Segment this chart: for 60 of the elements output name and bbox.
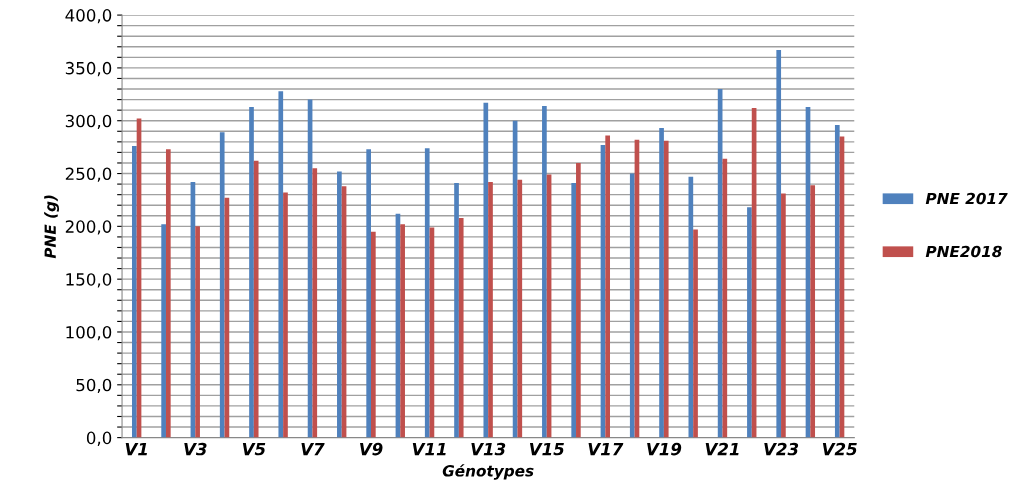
legend-label: PNE2018 bbox=[925, 245, 1002, 258]
x-axis-title: Génotypes bbox=[442, 464, 534, 480]
bar bbox=[663, 140, 669, 438]
x-tick-label: V11 bbox=[412, 442, 446, 456]
bar bbox=[161, 224, 166, 438]
bar bbox=[834, 124, 840, 438]
bar bbox=[722, 158, 728, 438]
y-tick-label: 50,0 bbox=[76, 378, 112, 394]
legend-label: PNE 2017 bbox=[925, 192, 1008, 205]
bar bbox=[483, 102, 489, 438]
bar bbox=[810, 185, 816, 438]
bar bbox=[424, 148, 430, 438]
bar bbox=[747, 207, 752, 438]
bar bbox=[253, 160, 259, 438]
bar bbox=[366, 149, 371, 438]
x-tick-label: V25 bbox=[822, 442, 857, 456]
y-tick-label: 100,0 bbox=[66, 325, 112, 341]
x-tick-label: V5 bbox=[242, 442, 266, 456]
x-tick-label: V15 bbox=[529, 442, 564, 456]
bar bbox=[132, 146, 137, 438]
bar bbox=[629, 173, 635, 438]
y-tick-label: 150,0 bbox=[66, 273, 112, 288]
bar bbox=[371, 231, 376, 438]
bar bbox=[659, 128, 664, 438]
bar bbox=[458, 217, 464, 438]
x-tick-label: V7 bbox=[301, 442, 325, 456]
x-tick-label: V13 bbox=[471, 442, 506, 456]
bar bbox=[454, 183, 459, 438]
x-tick-label: V23 bbox=[764, 442, 799, 456]
bar bbox=[195, 226, 200, 438]
x-tick-label: V9 bbox=[360, 442, 383, 456]
bar bbox=[693, 229, 698, 438]
bar bbox=[165, 149, 171, 438]
bar bbox=[312, 168, 318, 438]
x-tick-label: V21 bbox=[705, 442, 739, 456]
bar bbox=[776, 49, 782, 438]
x-tick-label: V19 bbox=[647, 442, 682, 456]
bar bbox=[576, 162, 581, 438]
y-tick-label: 0,0 bbox=[86, 431, 112, 446]
bar bbox=[337, 171, 342, 438]
bar bbox=[219, 132, 225, 438]
x-tick-label: V17 bbox=[588, 442, 624, 456]
bar bbox=[283, 192, 288, 438]
y-tick-label: 400,0 bbox=[65, 9, 112, 24]
bar bbox=[542, 105, 547, 438]
y-tick-label: 350,0 bbox=[65, 61, 112, 77]
y-tick-label: 300,0 bbox=[65, 114, 112, 129]
bar bbox=[605, 135, 610, 438]
bar bbox=[517, 179, 523, 438]
bar bbox=[400, 224, 405, 438]
y-tick-label: 200,0 bbox=[65, 220, 112, 235]
x-tick-label: V1 bbox=[125, 442, 147, 456]
bar bbox=[571, 183, 577, 438]
bar bbox=[488, 181, 493, 438]
y-axis-title: PNE (g) bbox=[44, 195, 60, 259]
x-tick-label: V3 bbox=[184, 442, 207, 456]
bar bbox=[278, 91, 284, 438]
y-tick-label: 250,0 bbox=[65, 167, 112, 182]
bar bbox=[249, 106, 254, 438]
bar bbox=[781, 193, 786, 438]
